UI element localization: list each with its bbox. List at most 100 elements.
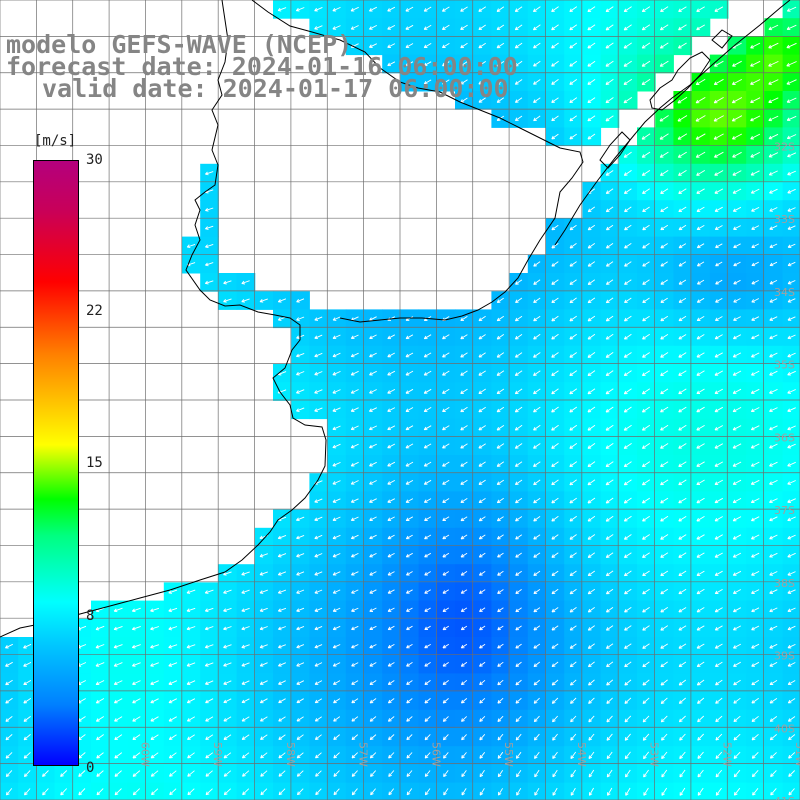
- wind-arrow: [423, 79, 432, 85]
- wind-arrow: [387, 6, 396, 12]
- wind-arrow: [369, 43, 377, 48]
- wind-arrow: [605, 6, 614, 13]
- wind-arrow: [659, 60, 669, 67]
- wind-arrow: [314, 25, 323, 30]
- wind-arrow: [551, 60, 559, 67]
- wind-arrow: [696, 24, 706, 31]
- wind-arrow: [713, 78, 724, 85]
- wind-arrow: [496, 42, 505, 49]
- colorbar-unit: [m/s]: [34, 133, 77, 149]
- wind-arrow: [786, 61, 797, 67]
- wind-arrow: [605, 60, 614, 67]
- wind-arrow: [496, 24, 505, 31]
- wind-arrow: [423, 61, 432, 67]
- wind-arrow: [533, 79, 541, 85]
- longitude-label: 60W: [139, 742, 152, 767]
- colorbar-tick: 0: [86, 760, 95, 776]
- wind-arrow: [587, 79, 596, 85]
- wind-arrow: [678, 24, 687, 31]
- colorbar-tick: 22: [86, 303, 103, 319]
- wind-arrow: [533, 97, 541, 103]
- wind-arrow: [786, 42, 797, 49]
- wind-arrow: [532, 6, 541, 13]
- wind-arrow: [423, 6, 432, 12]
- latitude-label: 41S: [774, 795, 795, 800]
- longitude-label: 54W: [575, 742, 588, 767]
- wind-arrow: [514, 97, 523, 103]
- longitude-label: 55W: [502, 742, 515, 767]
- latitude-label: 35S: [774, 359, 795, 372]
- latitude-label: 38S: [774, 577, 795, 590]
- latitude-label: 36S: [774, 431, 795, 444]
- wind-arrow: [551, 79, 559, 85]
- wind-arrow: [478, 61, 486, 67]
- wind-arrow: [623, 78, 633, 85]
- wind-arrow: [551, 6, 559, 13]
- wind-arrow: [405, 43, 414, 48]
- wind-arrow: [587, 6, 596, 13]
- wind-arrow: [641, 78, 651, 86]
- wind-arrow: [387, 25, 396, 30]
- wind-arrow: [332, 25, 341, 30]
- wind-arrow: [569, 79, 578, 85]
- wind-arrow: [478, 79, 486, 85]
- wind-arrow: [514, 24, 523, 31]
- wind-arrow: [533, 60, 541, 67]
- wind-arrow: [514, 42, 523, 49]
- wind-arrow: [423, 43, 432, 49]
- wind-arrow: [442, 24, 450, 30]
- wind-arrows: [5, 6, 797, 796]
- wind-arrow: [569, 6, 578, 13]
- wind-arrow: [551, 42, 559, 49]
- latitude-label: 39S: [774, 650, 795, 663]
- wind-arrow: [768, 42, 779, 49]
- wind-arrow: [623, 60, 632, 67]
- wind-arrow: [350, 6, 359, 12]
- wind-arrow: [605, 24, 614, 31]
- wind-arrow: [569, 60, 578, 67]
- wind-arrow: [678, 6, 687, 12]
- wind-arrow: [387, 43, 396, 48]
- latitude-label: 32S: [774, 141, 795, 154]
- wind-arrow: [551, 97, 559, 103]
- wind-arrow: [460, 79, 468, 85]
- wind-arrow: [405, 24, 414, 30]
- colorbar: [33, 160, 79, 766]
- wind-arrow: [369, 24, 378, 30]
- wind-arrow: [442, 61, 450, 67]
- valid-date: valid date: 2024-01-17 06:00:00: [42, 74, 509, 103]
- longitude-label: 51W: [793, 742, 800, 767]
- wind-arrow: [641, 60, 651, 67]
- wind-arrow: [750, 60, 761, 67]
- latitude-label: 33S: [774, 213, 795, 226]
- longitude-label: 53W: [648, 742, 661, 767]
- wind-arrow: [442, 43, 450, 49]
- longitude-label: 52W: [720, 742, 733, 767]
- wind-arrow: [423, 24, 432, 30]
- wind-arrow: [514, 79, 523, 85]
- wind-arrow: [369, 6, 378, 12]
- wind-arrow: [514, 60, 523, 67]
- wind-arrow: [460, 6, 468, 12]
- wind-arrow: [768, 79, 779, 85]
- wind-arrow: [714, 6, 724, 12]
- wind-arrow: [496, 79, 505, 85]
- wind-arrow: [442, 79, 450, 85]
- wind-arrow: [587, 60, 596, 67]
- wind-arrow: [314, 6, 323, 12]
- wind-arrow: [750, 79, 761, 85]
- wind-arrow: [678, 42, 687, 49]
- wind-arrow: [551, 24, 559, 31]
- wind-arrow: [532, 24, 541, 31]
- wind-arrow: [768, 24, 779, 31]
- wind-arrow: [623, 24, 632, 31]
- wind-arrow: [496, 6, 505, 12]
- wind-arrow: [750, 42, 761, 49]
- wind-arrow: [732, 79, 743, 85]
- longitude-label: 58W: [284, 742, 297, 767]
- wind-arrow: [696, 6, 705, 12]
- wind-arrow: [587, 42, 596, 49]
- wind-arrow: [768, 60, 779, 67]
- wind-arrow: [786, 79, 797, 85]
